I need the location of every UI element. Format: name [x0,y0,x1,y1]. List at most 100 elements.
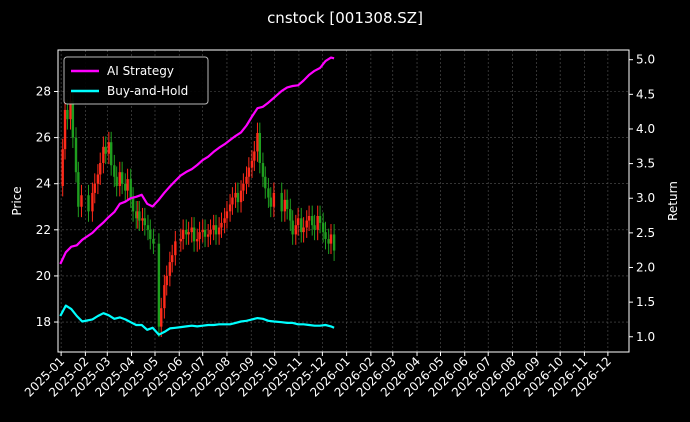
candle-body [329,234,333,244]
return-tick-label: 5.0 [636,53,655,67]
price-tick-label: 24 [36,177,51,191]
candle-body [283,199,287,212]
candle-body [149,229,152,240]
candle-body [302,227,305,233]
candle-body [214,225,218,235]
buy-and-hold-line [59,304,335,336]
candle-body [291,220,294,235]
candle-body [141,218,144,221]
return-tick-label: 3.0 [636,191,655,205]
price-tick-label: 20 [36,269,51,283]
candle-body [107,142,111,154]
return-tick-label: 4.0 [636,122,655,136]
candle-body [228,204,232,212]
candle-body [198,232,201,240]
return-tick-label: 1.5 [636,295,655,309]
candle-body [203,229,207,237]
candle-body [87,195,90,212]
candle-body [245,176,248,184]
candle-body [261,162,265,177]
return-tick-label: 1.0 [636,330,655,344]
candle-body [253,151,256,161]
candle-body [163,285,166,309]
candle-body [187,232,190,235]
candle-body [318,215,322,223]
candle-body [192,227,196,242]
return-tick-label: 4.5 [636,87,655,101]
candle-body [269,197,272,207]
candle-body [71,100,75,138]
candle-body [96,174,100,184]
candle-body [77,172,80,207]
candle-body [91,192,94,212]
candle-body [93,183,96,193]
candle-body [69,100,72,120]
candle-body [196,239,199,242]
candle-body [285,199,289,210]
candle-body [109,142,113,166]
candle-body [220,222,223,228]
candle-body [120,172,124,184]
price-tick-label: 18 [36,315,51,329]
candle-body [171,255,174,263]
plot-frame [57,49,630,353]
candle-body [157,243,161,327]
candle-body [146,225,150,230]
candle-body [124,183,127,191]
candle-body [143,218,147,226]
candle-body [66,109,69,120]
candle-body [63,109,67,150]
candle-body [316,215,319,230]
return-axis-title: Return [666,181,680,221]
candle-body [212,225,215,230]
candle-body [190,227,193,233]
grid [58,50,629,352]
candle-body [138,211,141,221]
return-tick-label: 3.5 [636,157,655,171]
return-series [59,56,335,336]
candle-body [307,215,311,221]
candle-body [126,179,129,191]
price-tick-label: 22 [36,223,51,237]
candle-body [104,146,107,154]
price-tick-label: 26 [36,131,51,145]
candle-body [136,211,139,219]
candle-body [280,192,283,212]
candle-body [74,137,78,173]
candle-body [236,192,240,203]
candle-body [80,195,83,207]
candle-body [129,179,132,198]
candle-body [321,222,325,233]
candle-body [135,211,138,219]
candle-body [294,225,297,235]
candle-body [324,232,327,240]
candle-body [174,241,177,256]
return-tick-label: 2.5 [636,226,655,240]
candle-body [181,229,185,240]
candle-body [185,229,188,235]
price-axis: 18 20 22 24 26 28 [36,84,58,329]
candle-body [258,132,262,163]
candle-body [313,225,316,230]
candle-body [305,220,308,228]
candle-body [206,234,210,237]
candle-body [99,162,102,175]
candle-body [168,262,172,276]
candle-body [327,239,330,244]
candle-body [209,229,212,235]
candle-body [131,197,135,212]
candle-body [247,167,251,177]
candle-body [296,218,300,226]
candle-body [231,197,234,205]
price-candles [61,90,336,338]
candle-body [165,275,168,286]
candle-body [61,149,64,187]
return-tick-label: 2.0 [636,260,655,274]
price-tick-label: 28 [36,84,51,98]
candle-body [115,176,118,187]
candle-body [225,211,229,219]
candle-body [311,215,314,226]
price-axis-title: Price [10,186,24,215]
chart-title: cnstock [001308.SZ] [267,9,423,27]
